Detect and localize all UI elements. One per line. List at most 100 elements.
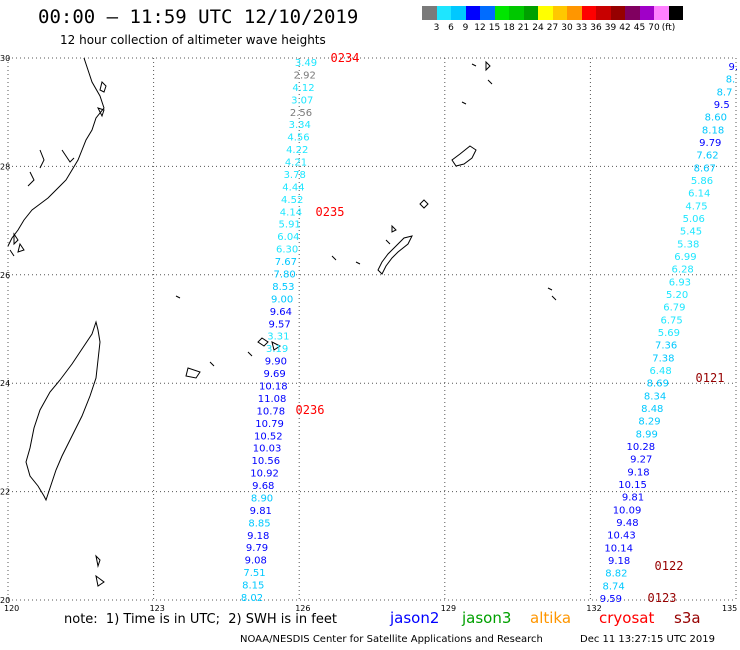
wave-height-label: 8.69: [647, 379, 669, 390]
colorbar-label: 3: [433, 23, 440, 33]
colorbar-label: 15: [488, 23, 501, 33]
wave-height-label: 8.85: [248, 518, 270, 529]
wave-height-label: 10.03: [253, 444, 282, 455]
kyushu-islands: [9, 81, 107, 257]
pass-time-label: 0122: [655, 559, 684, 573]
wave-height-label: 9.68: [252, 481, 274, 492]
wave-height-label: 7.80: [274, 270, 296, 281]
axis-labels: 120 123 126 129 132 135 30 28 26 24 22 20: [0, 54, 737, 613]
colorbar-swatch: [625, 6, 640, 20]
colorbar-swatch: [610, 6, 625, 20]
colorbar-swatch: [596, 6, 611, 20]
wave-height-label: 6.75: [660, 315, 682, 326]
colorbar-swatch: [639, 6, 654, 20]
wave-height-label: 10.09: [613, 505, 642, 516]
colorbar-label: 70: [648, 23, 660, 33]
wave-height-label: 2.56: [290, 108, 312, 119]
wave-height-label: 8.15: [242, 581, 264, 592]
colorbar-label: 24: [532, 23, 544, 33]
wave-height-label: 4.75: [685, 201, 707, 212]
wave-height-label: 7.67: [275, 257, 297, 268]
wave-height-label: 10.78: [257, 406, 286, 417]
colorbar-swatch: [567, 6, 582, 20]
wave-height-label: 8.60: [705, 113, 727, 124]
sat-altika: altika: [530, 609, 572, 627]
wave-height-label: 9.64: [270, 307, 292, 318]
wave-height-label: 8.74: [602, 581, 624, 592]
wave-height-label: 6.14: [688, 189, 710, 200]
taiwan-coast: [25, 320, 101, 502]
wave-height-label: 5.91: [279, 220, 301, 231]
wave-height-label: 7.36: [655, 341, 677, 352]
chart-title: 00:00 – 11:59 UTC 12/10/2019: [38, 6, 359, 28]
coastlines: [7, 57, 557, 587]
wave-height-label: 10.92: [250, 469, 279, 480]
wave-height-label: 9.79: [699, 138, 721, 149]
wave-height-label: 9.18: [608, 556, 630, 567]
lon-tick-label: 123: [150, 604, 165, 613]
lon-tick-label: 132: [586, 604, 601, 613]
lat-tick-label: 30: [0, 54, 10, 63]
wave-height-label: 10.14: [604, 543, 633, 554]
colorbar-swatch: [494, 6, 509, 20]
wave-height-label: 9.81: [622, 493, 644, 504]
colorbar-swatch: [509, 6, 524, 20]
wave-height-label: 8.99: [636, 429, 658, 440]
colorbar-swatch: [436, 6, 451, 20]
lat-tick-label: 24: [0, 379, 10, 388]
colorbar-swatch: [552, 6, 567, 20]
sat-s3a: s3a: [674, 609, 701, 627]
wave-height-label: 9.27: [630, 455, 652, 466]
small-islands: [95, 60, 557, 587]
wave-height-label: 3.78: [284, 170, 306, 181]
wave-height-label: 5.06: [683, 214, 705, 225]
wave-height-label: 9.: [728, 62, 738, 73]
wave-height-label: 4.21: [285, 158, 307, 169]
wave-height-label: 7.38: [652, 353, 674, 364]
lon-tick-label: 126: [295, 604, 310, 613]
okinawa-coast: [377, 235, 413, 275]
wave-height-label: 4.52: [281, 195, 303, 206]
colorbar-swatch: [422, 6, 437, 20]
wave-height-label: 10.18: [259, 381, 288, 392]
colorbar-swatch: [581, 6, 596, 20]
wave-height-label: 3.49: [295, 58, 317, 69]
wave-height-label: 9.08: [245, 556, 267, 567]
wave-height-label: 9.5: [714, 100, 730, 111]
wave-height-label: 9.57: [268, 319, 290, 330]
colorbar-label: 30: [561, 23, 573, 33]
colorbar-label: 27: [546, 23, 559, 33]
wave-height-label: 9.69: [263, 369, 285, 380]
wave-height-label: 6.79: [663, 303, 685, 314]
credit-text: NOAA/NESDIS Center for Satellite Applica…: [240, 634, 543, 645]
pass-time-label: 0121: [696, 371, 725, 385]
wave-height-label: 6.93: [669, 277, 691, 288]
colorbar-label: 6: [448, 23, 454, 33]
wave-height-label: 6.48: [649, 366, 671, 377]
colorbar-swatch: [668, 6, 683, 20]
wave-height-label: 3.07: [291, 95, 313, 106]
chart-subtitle: 12 hour collection of altimeter wave hei…: [60, 33, 326, 47]
wave-height-label: 7.51: [243, 568, 265, 579]
colorbar-swatch: [654, 6, 669, 20]
wave-height-label: 5.45: [680, 227, 702, 238]
lon-tick-label: 135: [722, 604, 737, 613]
wave-height-label: 6.30: [276, 245, 298, 256]
wave-height-label: 8.: [726, 75, 736, 86]
lon-tick-label: 120: [4, 604, 19, 613]
colorbar-swatch: [538, 6, 553, 20]
colorbar-label: 18: [503, 23, 515, 33]
colorbar-label: 9: [462, 23, 469, 33]
grid-lines: [7, 57, 737, 601]
colorbar-label: 45: [633, 23, 646, 33]
wave-height-label: 4.56: [287, 133, 309, 144]
amami-coast: [451, 145, 477, 167]
wave-height-label: 9.18: [627, 467, 649, 478]
wave-height-label: 10.28: [627, 442, 656, 453]
colorbar-swatch: [451, 6, 466, 20]
wave-height-label: 8.34: [644, 391, 666, 402]
wave-height-label: 3.34: [289, 120, 311, 131]
lat-tick-label: 28: [0, 162, 10, 171]
pass-time-label: 0235: [316, 205, 345, 219]
lat-tick-label: 22: [0, 488, 10, 497]
